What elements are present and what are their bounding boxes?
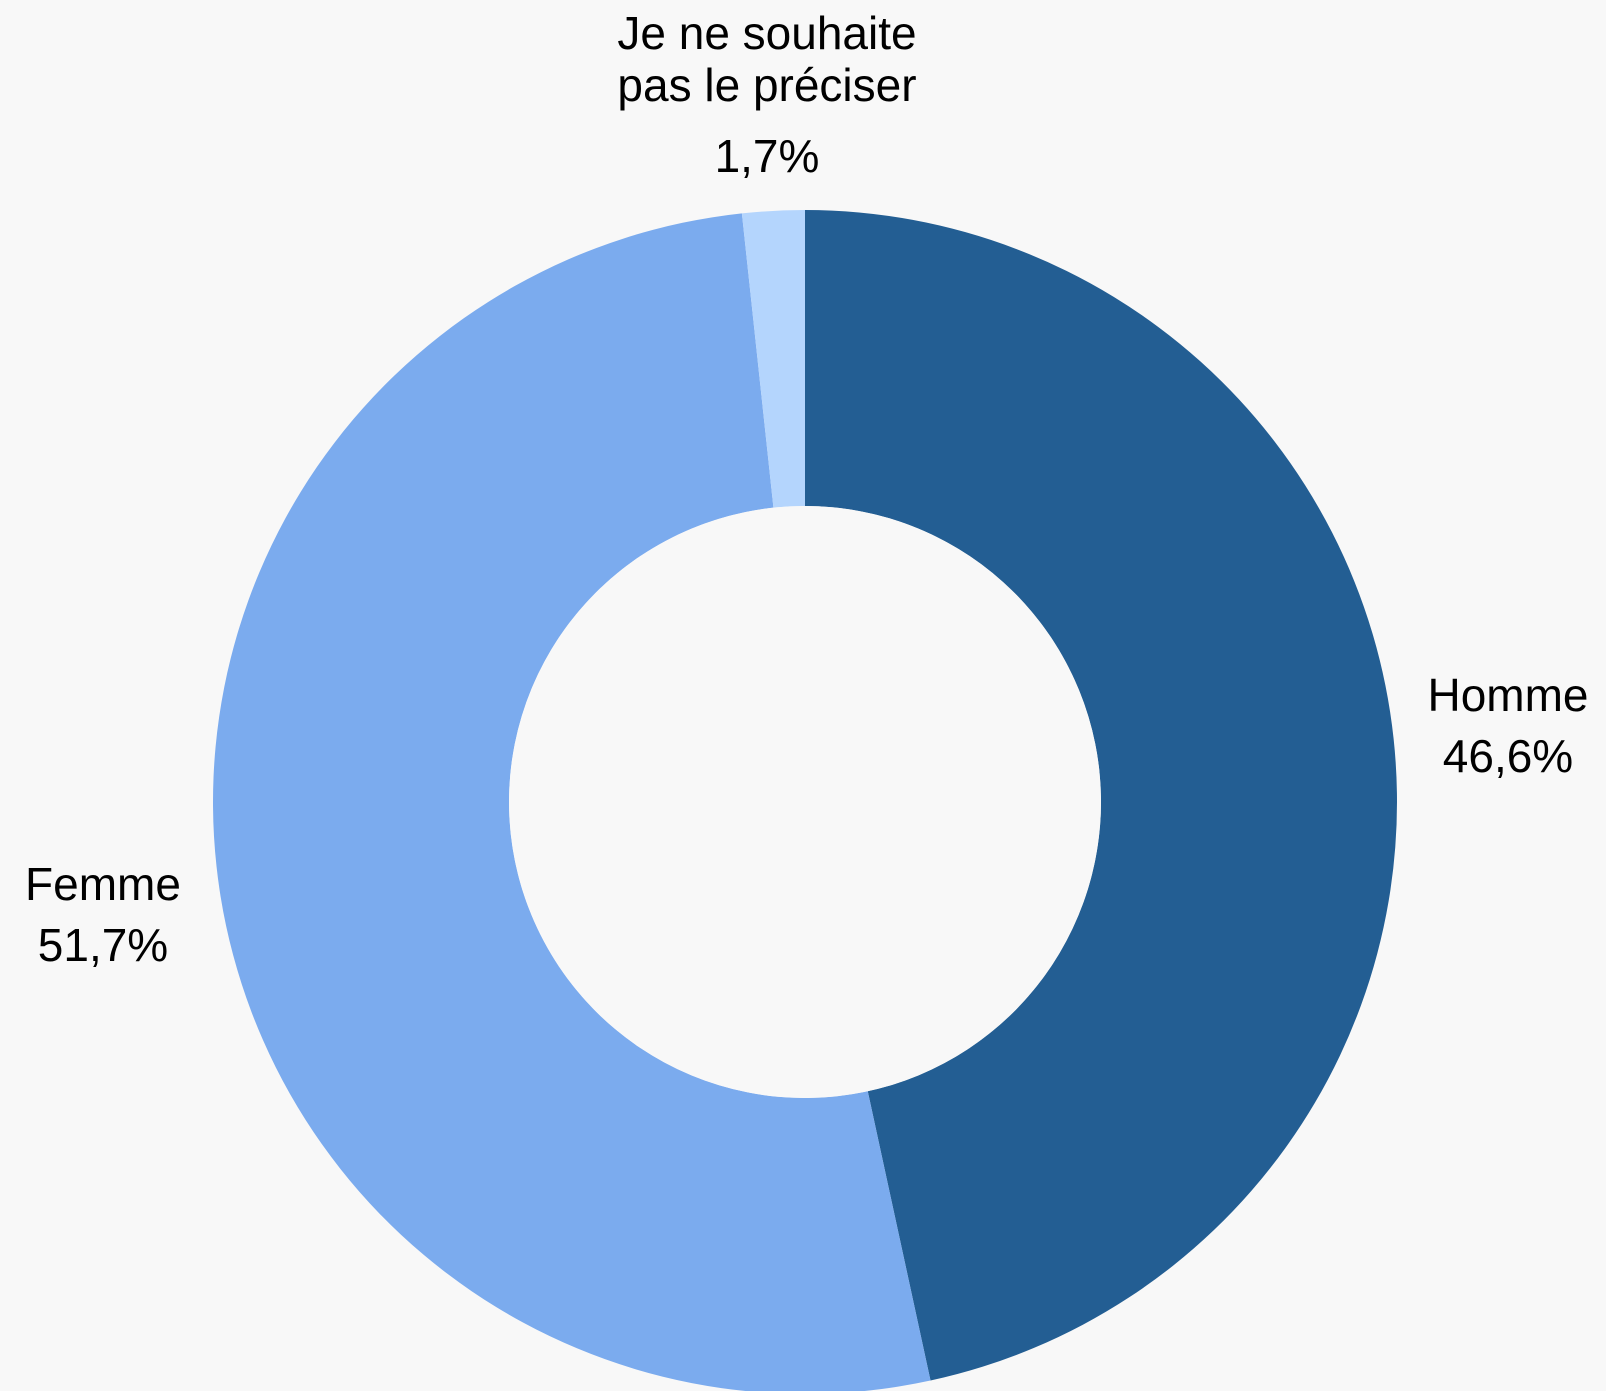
slice-label-homme: Homme: [1427, 669, 1588, 721]
slice-label-je-ne-souhaite-line2: pas le préciser: [617, 59, 916, 111]
slice-value-je-ne-souhaite: 1,7%: [715, 130, 820, 182]
slice-label-je-ne-souhaite-line1: Je ne souhaite: [617, 7, 916, 59]
slice-value-femme: 51,7%: [38, 919, 168, 971]
donut-hole: [509, 506, 1101, 1098]
slice-label-femme: Femme: [25, 858, 181, 910]
slice-je-ne-souhaite-pas-le-pr-ciser: [741, 210, 805, 508]
slice-homme: [805, 210, 1397, 1381]
slice-value-homme: 46,6%: [1443, 730, 1573, 782]
slice-femme: [212, 213, 931, 1391]
donut-slices: [212, 210, 1397, 1391]
